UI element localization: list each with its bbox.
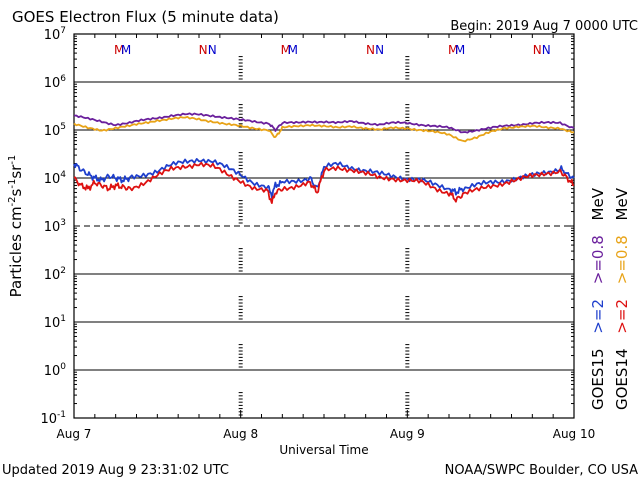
y-tick-base: 10 [44,28,61,43]
y-tick-exponent: 2 [60,266,66,276]
y-tick-label: 102 [44,266,66,283]
legend-goes14-sat: GOES14 [613,348,631,410]
y-tick-label: 103 [44,218,66,235]
y-tick-exponent: -1 [57,410,66,420]
event-markers: MM N N MM N N MM N N [114,43,551,57]
event-marker: N [533,43,542,57]
y-tick-exponent: 1 [60,314,66,324]
y-label-exp2: -1 [7,179,18,189]
legend-goes15-2mev: >=2 [589,299,607,334]
y-tick-exponent: 5 [60,122,66,132]
event-marker: N [208,43,217,57]
y-tick-exponent: 4 [60,170,66,180]
y-label-exp3: -1 [7,155,18,165]
legend-goes15-unit: MeV [589,187,607,220]
y-tick-label: 100 [44,362,67,379]
series-line [73,157,575,199]
legend-goes14-08mev: >=0.8 [613,235,631,284]
y-tick-label: 105 [44,122,66,139]
series-line [73,112,575,134]
grid-lines [74,81,574,371]
legend-goes14-2mev: >=2 [613,299,631,334]
y-label-sr: sr [7,164,25,179]
y-label-text: Particles cm [7,206,25,297]
x-tick-label: Aug 9 [390,427,425,441]
y-tick-base: 10 [44,172,61,187]
x-tick-label: Aug 7 [57,427,92,441]
legend-goes14-unit: MeV [613,187,631,220]
legend-goes15-08mev: >=0.8 [589,235,607,284]
y-tick-exponent: 3 [60,218,66,228]
y-tick-exponent: 0 [60,362,66,372]
legend: GOES15 >=2 >=0.8 MeV GOES14 >=2 >=0.8 Me… [589,187,631,410]
chart-title: GOES Electron Flux (5 minute data) [12,8,279,26]
event-marker: M [455,43,465,57]
series-line [73,161,575,205]
y-label-s: s [7,188,25,196]
event-marker: M [121,43,131,57]
series-lines [73,112,575,205]
y-tick-base: 10 [40,412,57,427]
y-label-exp1: -2 [7,196,18,206]
y-tick-label: 101 [44,314,66,331]
series-line [73,115,575,143]
updated-timestamp: Updated 2019 Aug 9 23:31:02 UTC [2,463,229,478]
y-tick-base: 10 [44,268,61,283]
y-tick-base: 10 [44,124,61,139]
x-tick-label: Aug 8 [223,427,258,441]
y-tick-base: 10 [44,220,61,235]
y-tick-exponent: 6 [60,74,66,84]
day-dividers [238,56,410,416]
y-axis-label: Particles cm-2s-1sr-1 [7,155,25,298]
event-marker: M [448,43,458,57]
begin-date: Begin: 2019 Aug 7 0000 UTC [450,19,638,34]
legend-goes15-sat: GOES15 [589,348,607,410]
event-marker: N [366,43,375,57]
y-tick-label: 106 [44,74,67,91]
source-credit: NOAA/SWPC Boulder, CO USA [445,463,638,478]
event-marker: M [288,43,298,57]
y-tick-label: 104 [44,170,67,187]
y-tick-base: 10 [44,76,61,91]
x-axis-label: Universal Time [279,443,368,457]
event-marker: M [281,43,291,57]
y-tick-exponent: 7 [60,26,66,36]
x-axis-ticks: Aug 7 Aug 8 Aug 9 Aug 10 [57,34,596,441]
event-marker: N [375,43,384,57]
event-marker: N [542,43,551,57]
event-marker: M [114,43,124,57]
y-tick-base: 10 [44,316,61,331]
legend-goes15: GOES15 >=2 >=0.8 MeV [589,187,607,410]
y-tick-label: 10-1 [40,410,66,427]
y-tick-label: 107 [44,26,66,43]
legend-goes14: GOES14 >=2 >=0.8 MeV [613,187,631,410]
x-tick-label: Aug 10 [553,427,596,441]
event-marker: N [199,43,208,57]
y-tick-base: 10 [44,364,61,379]
